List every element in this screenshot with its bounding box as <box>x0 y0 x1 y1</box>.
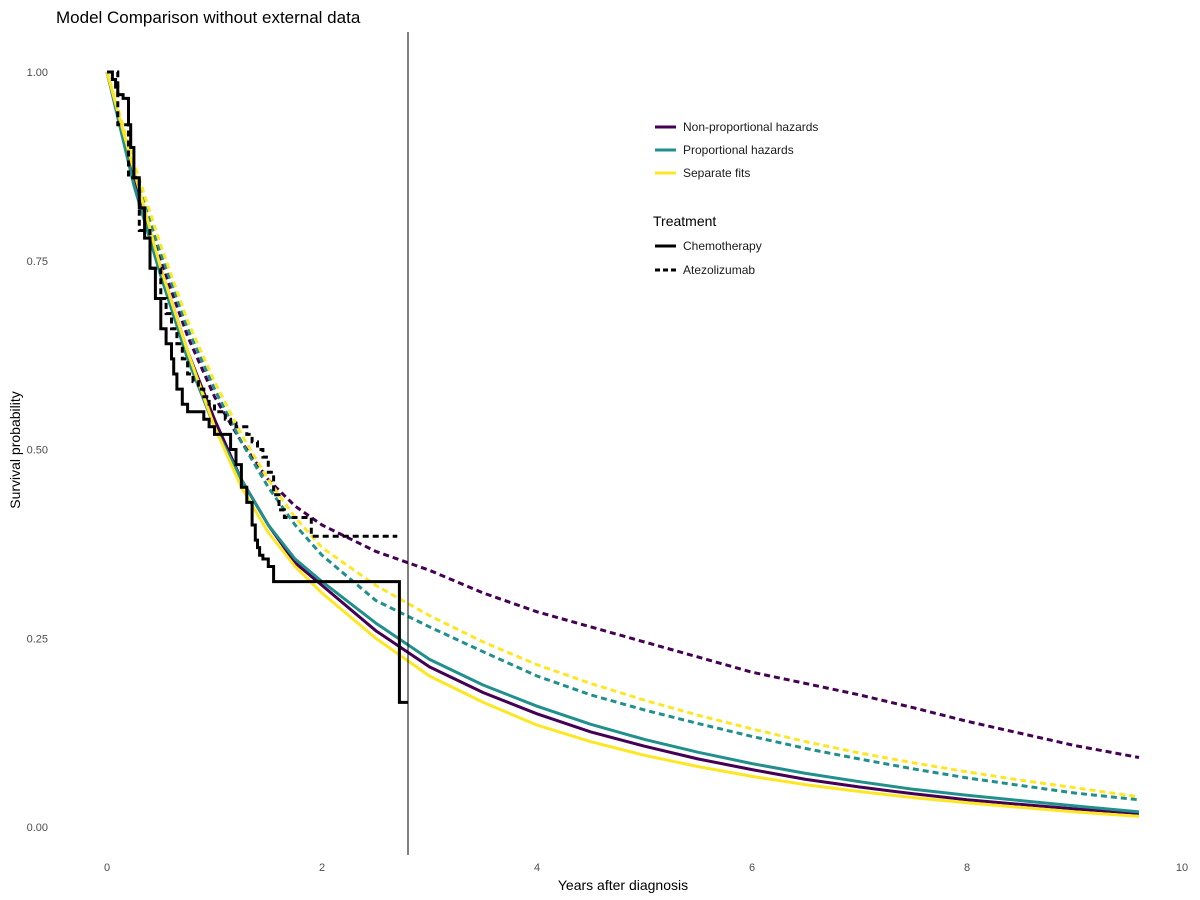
x-tick-label: 2 <box>319 862 325 874</box>
y-tick-label: 0.50 <box>27 445 48 457</box>
legend-treatments: Chemotherapy Atezolizumab <box>655 239 762 277</box>
y-tick-label: 0.75 <box>27 256 48 268</box>
legend-model-label: Proportional hazards <box>683 143 794 157</box>
series-line-2 <box>105 71 1140 759</box>
series-line-5 <box>105 71 1140 818</box>
x-axis-label: Years after diagnosis <box>558 877 688 893</box>
y-axis-label: Survival probability <box>7 391 23 509</box>
y-tick-label: 1.00 <box>27 67 48 79</box>
y-tick-label: 0.00 <box>27 822 48 834</box>
legend-treatment-label: Atezolizumab <box>683 263 755 277</box>
km-curve-1 <box>107 70 408 704</box>
y-tick-label: 0.25 <box>27 633 48 645</box>
x-axis-ticks: 0 2 4 6 8 10 <box>104 862 1188 874</box>
legend-treatment-title: Treatment <box>653 213 716 229</box>
legend-models: Non-proportional hazards Proportional haz… <box>655 120 818 180</box>
series-line-1 <box>105 71 1140 815</box>
x-tick-label: 0 <box>104 862 110 874</box>
x-tick-label: 10 <box>1176 862 1188 874</box>
x-tick-label: 6 <box>749 862 755 874</box>
series-line-6 <box>105 71 1140 799</box>
legend-model-label: Non-proportional hazards <box>683 120 818 134</box>
series-line-3 <box>105 71 1140 814</box>
legend: Non-proportional hazards Proportional haz… <box>653 120 818 277</box>
y-axis-ticks: 0.00 0.25 0.50 0.75 1.00 <box>27 67 48 834</box>
km-curve-2 <box>107 70 398 538</box>
legend-treatment-label: Chemotherapy <box>683 239 762 253</box>
legend-model-label: Separate fits <box>683 166 750 180</box>
chart-title: Model Comparison without external data <box>56 8 361 27</box>
x-tick-label: 8 <box>964 862 970 874</box>
x-tick-label: 4 <box>534 862 540 874</box>
plot-area <box>105 70 1140 818</box>
series-line-4 <box>105 71 1140 802</box>
